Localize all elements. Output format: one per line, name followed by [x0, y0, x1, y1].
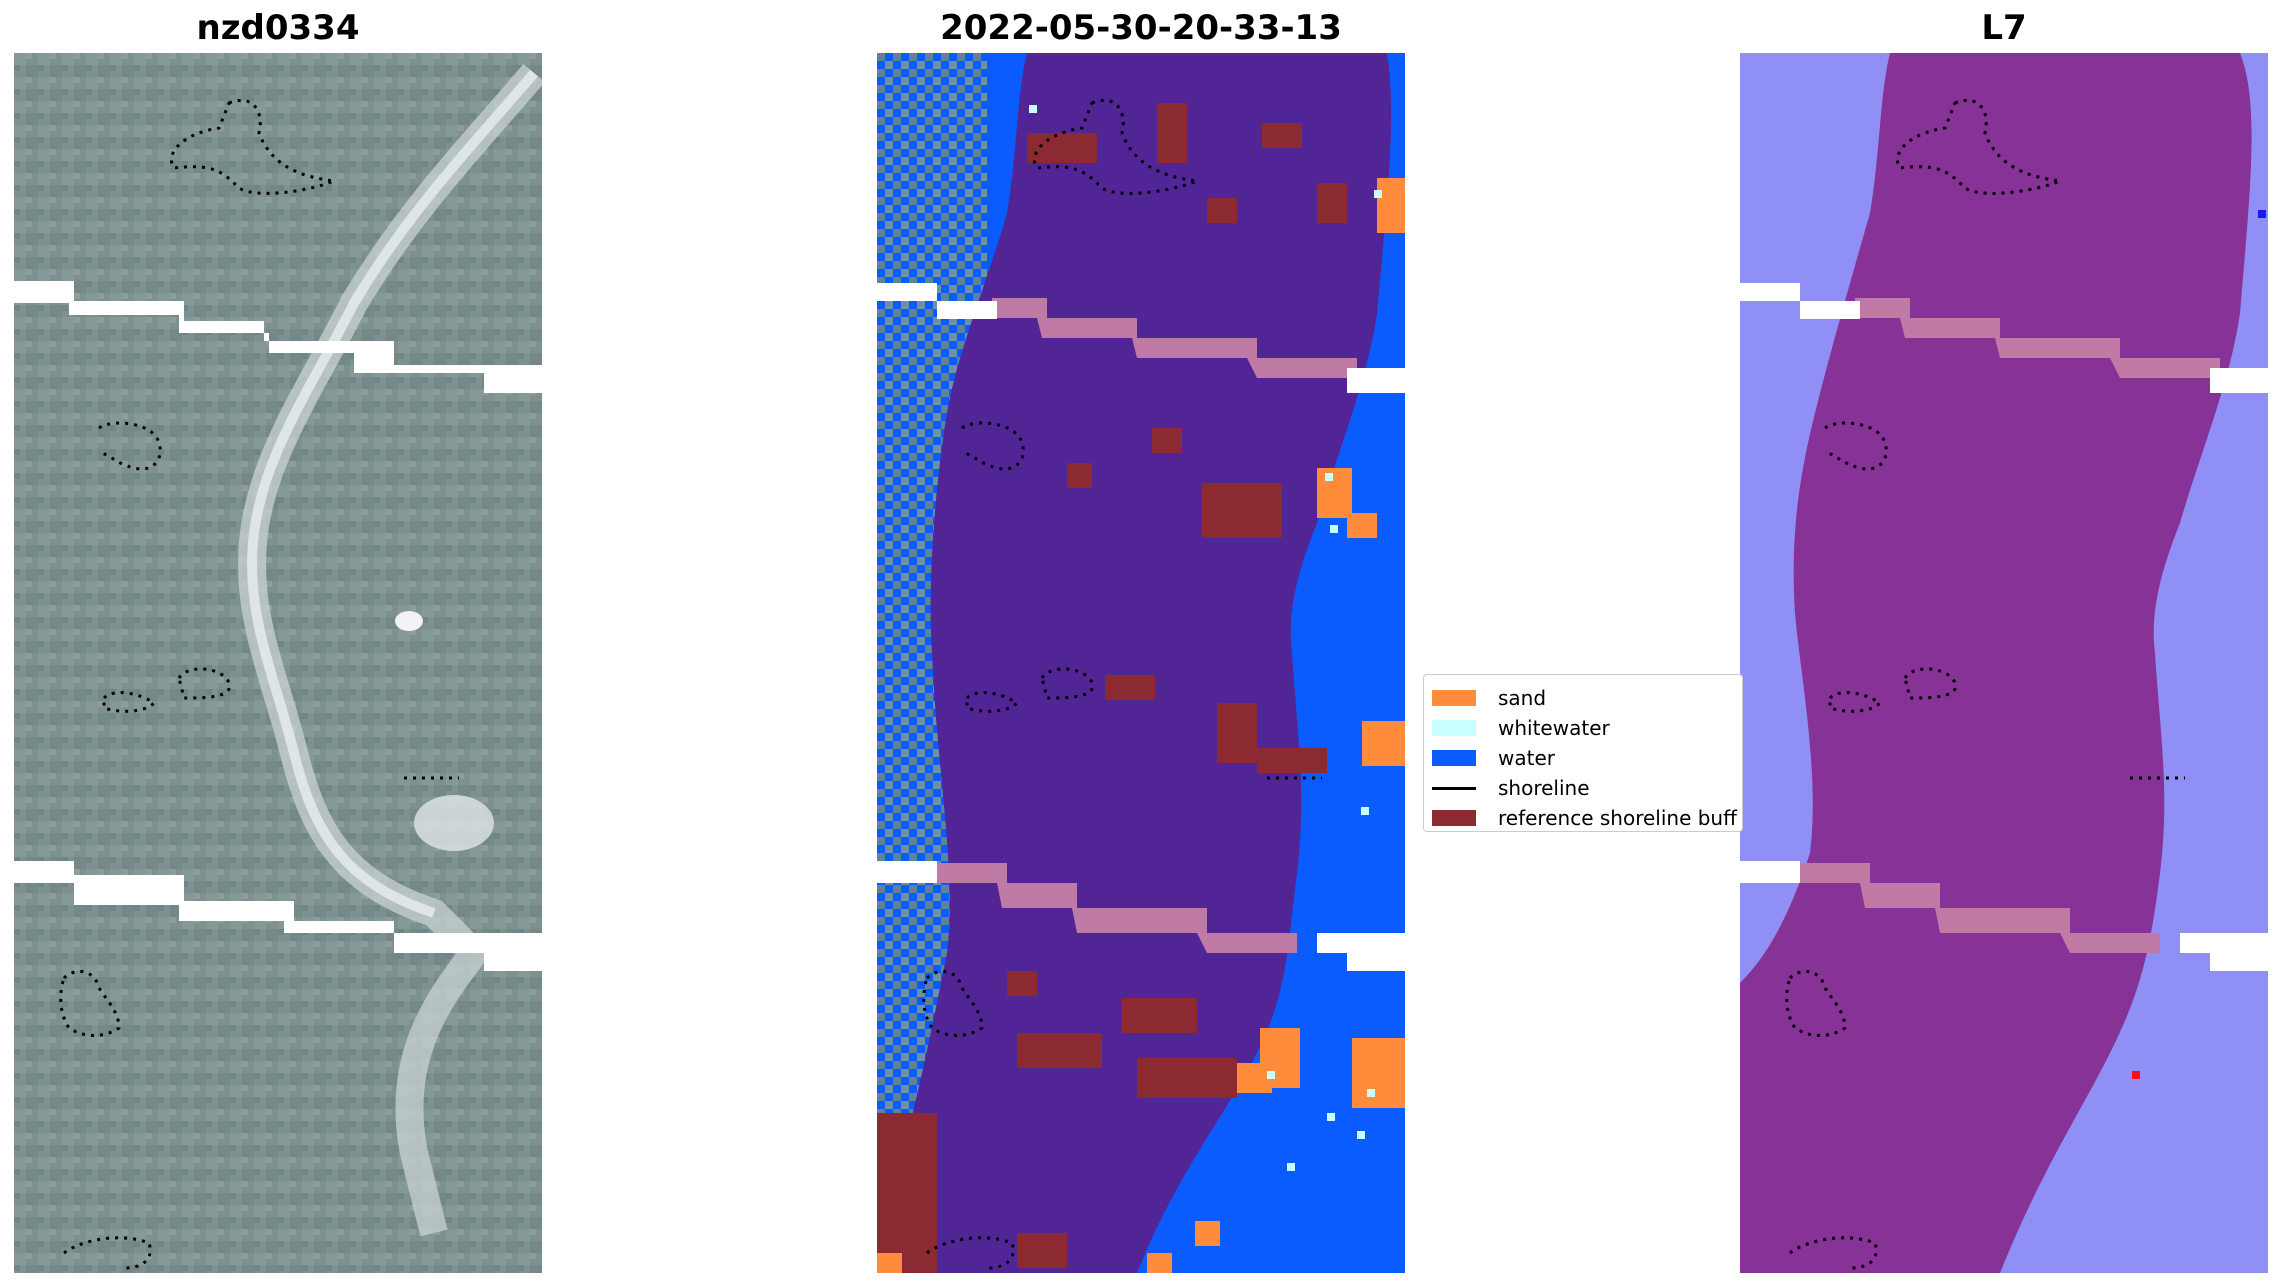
l7-panel [1740, 53, 2268, 1273]
shoreline-line-icon [1432, 786, 1476, 790]
whitewater-swatch [1432, 720, 1476, 736]
sand-blocks [877, 178, 1405, 1273]
nodata-band-upper [14, 281, 542, 393]
whitewater-specks [1029, 105, 1382, 1171]
l7-overlap-band-upper [1855, 298, 2220, 378]
overlap-band-upper [992, 298, 1357, 378]
dotted-outlines [59, 98, 459, 1270]
nodata-band-lower [14, 861, 542, 971]
blue-pixel [2258, 210, 2266, 218]
sand-swatch [1432, 690, 1476, 706]
classification-panel [877, 53, 1405, 1273]
legend-label-sand: sand [1498, 686, 1547, 710]
imagery-canvas [14, 53, 542, 1273]
panel-title-classification: 2022-05-30-20-33-13 [940, 8, 1342, 48]
legend-item-water: water [1432, 743, 1555, 773]
panel-title-l7: L7 [1981, 8, 2027, 48]
bright-spot [395, 611, 423, 631]
legend-label-whitewater: whitewater [1498, 716, 1610, 740]
classification-canvas [877, 53, 1405, 1273]
legend-item-reference-buffer: reference shoreline buff [1432, 803, 1737, 831]
legend-item-sand: sand [1432, 683, 1546, 713]
l7-canvas [1740, 53, 2268, 1273]
l7-overlap-band-lower [1795, 863, 2160, 953]
legend-label-shoreline: shoreline [1498, 776, 1590, 800]
legend-label-reference-buffer: reference shoreline buff [1498, 806, 1737, 830]
imagery-panel [14, 53, 542, 1273]
water-swatch [1432, 750, 1476, 766]
reference-buffer-swatch [1432, 810, 1476, 826]
legend-item-whitewater: whitewater [1432, 713, 1610, 743]
reference-buffer-blocks [877, 103, 1347, 1273]
legend: sand whitewater water shoreline referenc… [1423, 674, 1743, 832]
red-pixel [2132, 1071, 2140, 1079]
overlap-band-lower [932, 863, 1297, 953]
legend-item-shoreline: shoreline [1432, 773, 1590, 803]
panel-title-imagery: nzd0334 [196, 8, 360, 48]
legend-label-water: water [1498, 746, 1555, 770]
